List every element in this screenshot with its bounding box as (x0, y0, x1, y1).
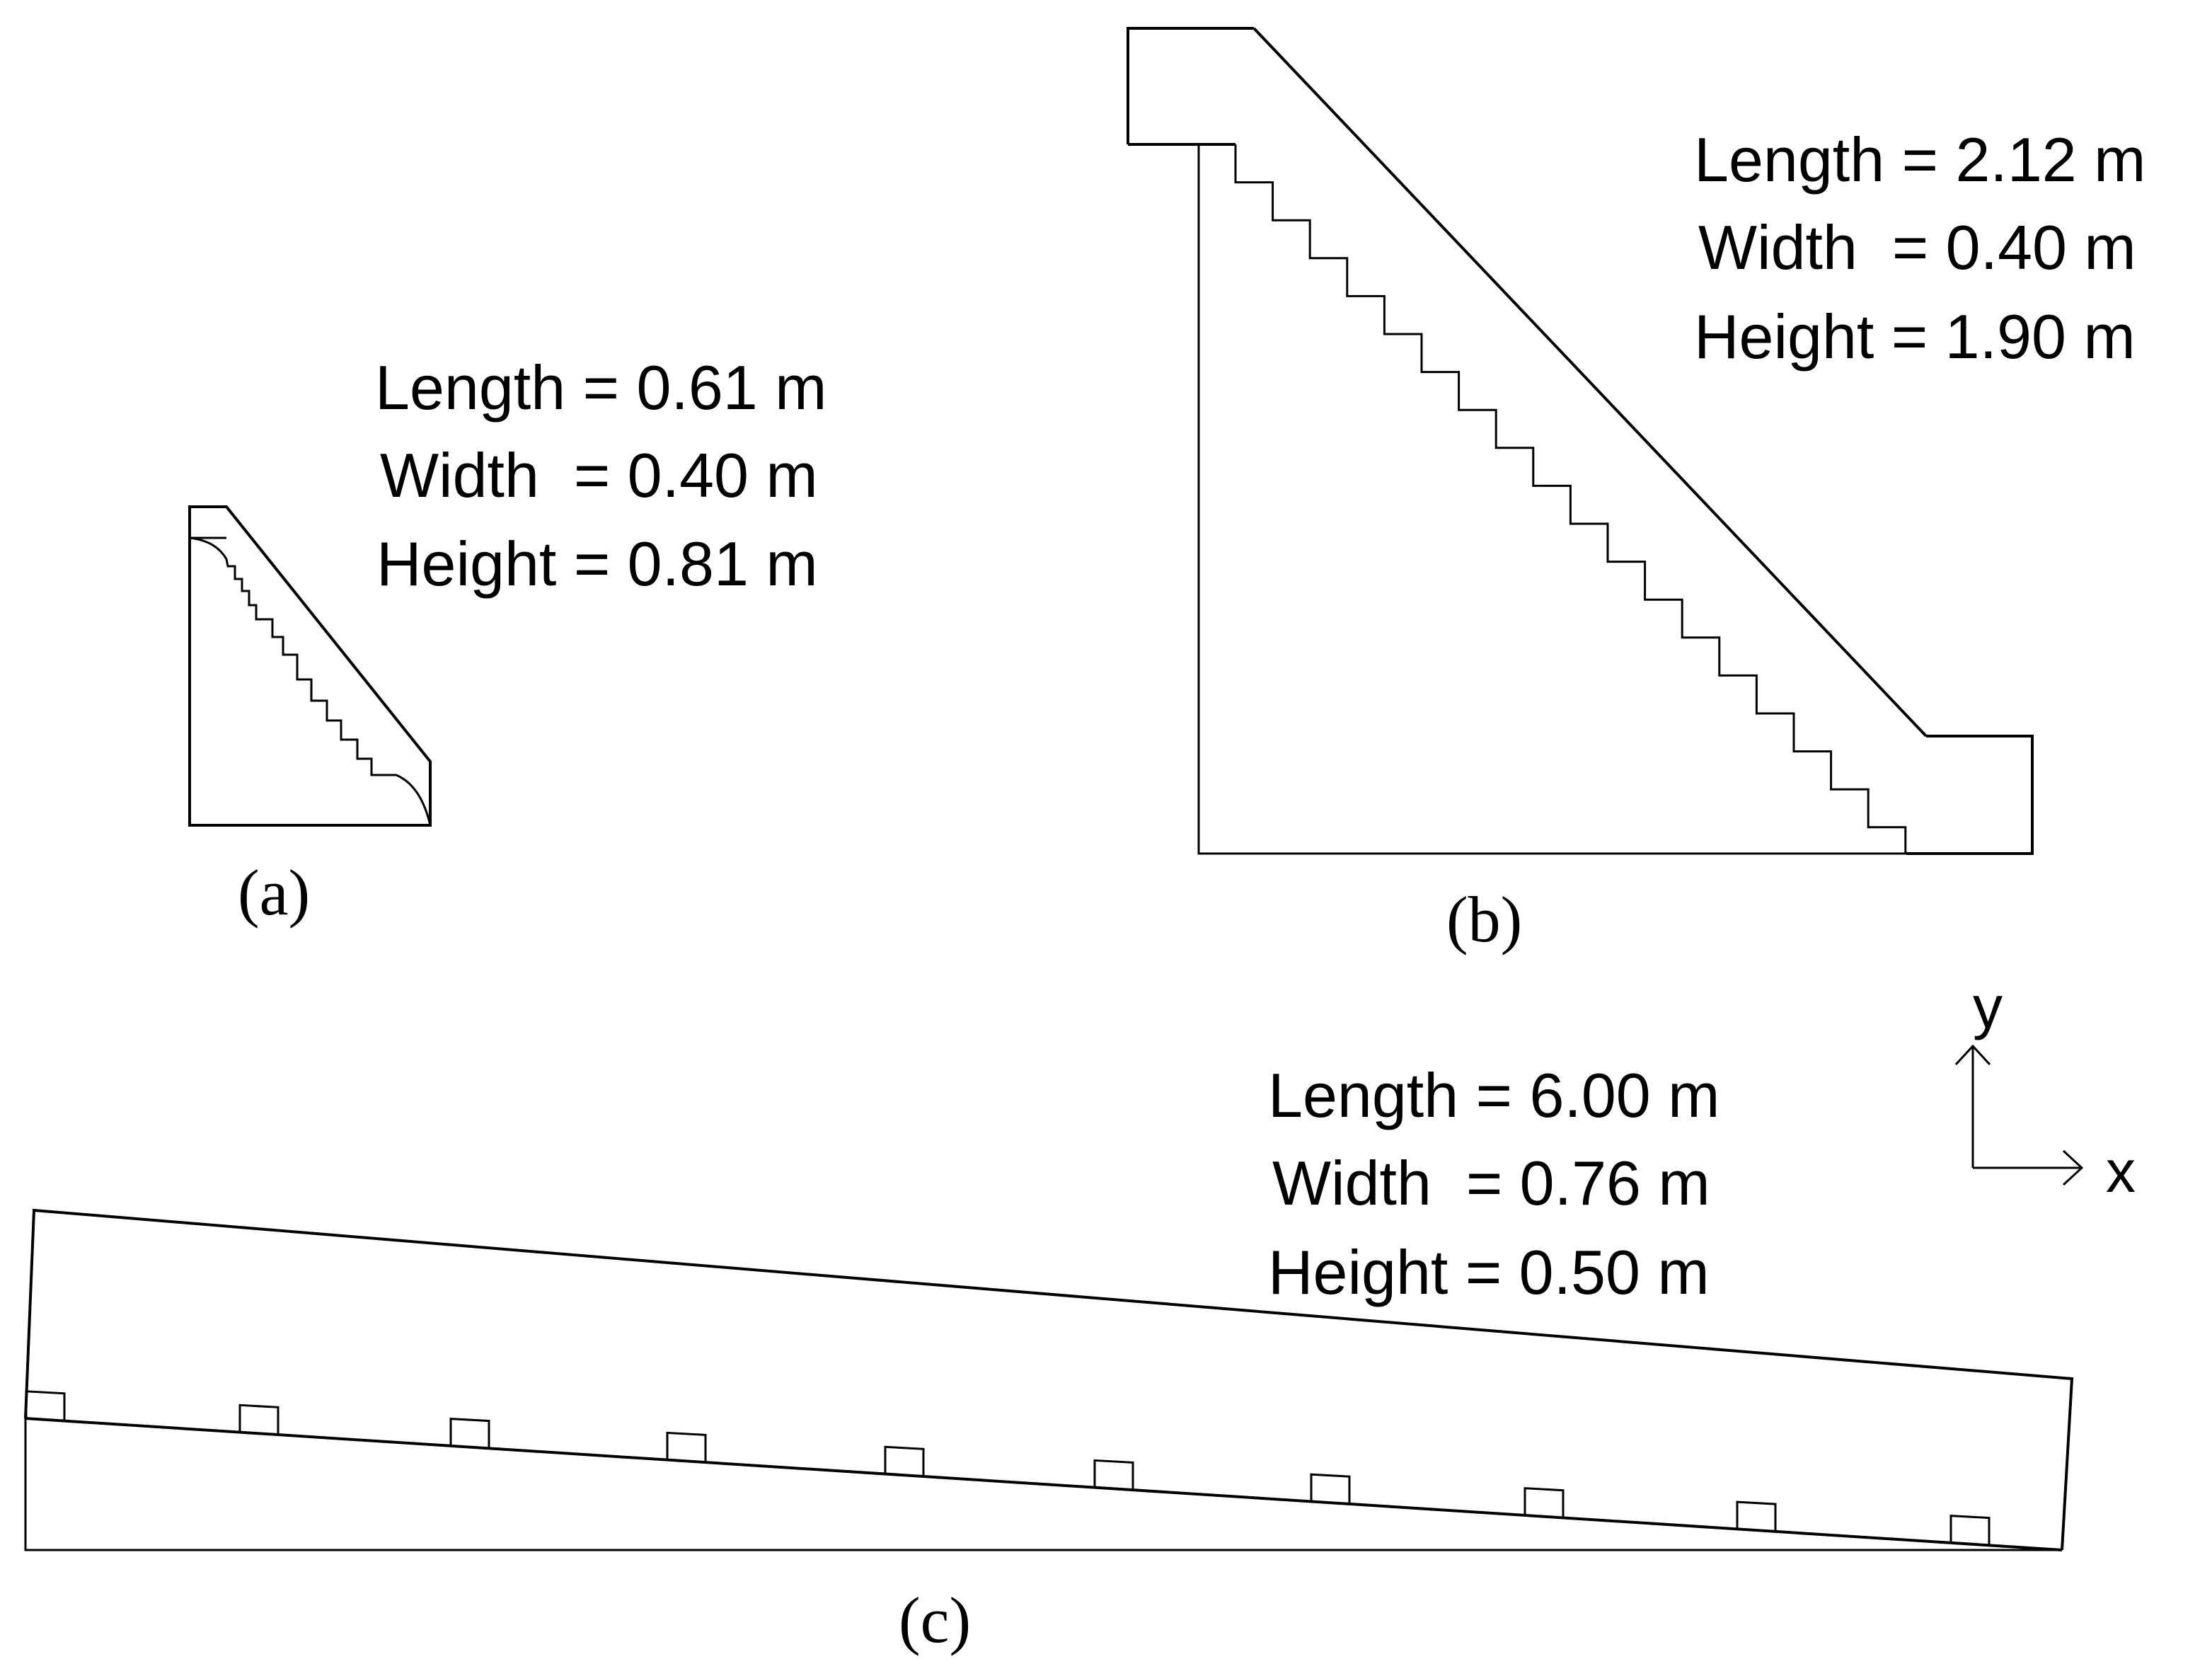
panel-b-head-block (1127, 27, 1254, 144)
panel-b-chute-slope (1252, 27, 1928, 737)
panel-c-height-label: Height = 0.50 m (1268, 1237, 1710, 1307)
coordinate-axes: y x (1954, 974, 2136, 1205)
roughness-block (1736, 1500, 1777, 1532)
panel-c-length-label: Length = 6.00 m (1268, 1060, 1720, 1130)
panel-b-width-label: Width = 0.40 m (1698, 212, 2136, 282)
panel-a-height-label: Height = 0.81 m (376, 529, 818, 599)
panel-a: Length = 0.61 m Width = 0.40 m Height = … (188, 352, 826, 929)
roughness-block (238, 1404, 280, 1435)
roughness-block (1523, 1487, 1565, 1518)
panel-a-width-label: Width = 0.40 m (380, 440, 818, 510)
panel-a-length-label: Length = 0.61 m (375, 352, 826, 423)
panel-c-channel-outline (24, 1208, 2074, 1551)
roughness-block (666, 1431, 707, 1463)
panel-c-base (24, 1418, 2062, 1551)
panel-c-roughness-blocks (25, 1390, 1991, 1546)
panel-b-tail-block (1906, 735, 2034, 855)
y-axis-arrowhead (1954, 1044, 1991, 1066)
panel-a-step-profile (189, 536, 432, 826)
roughness-block (1093, 1459, 1134, 1491)
roughness-block (1310, 1473, 1351, 1504)
y-axis-label: y (1973, 974, 2003, 1040)
panel-a-caption: (a) (238, 856, 310, 929)
roughness-block (25, 1390, 66, 1421)
panel-b-caption: (b) (1446, 883, 1522, 955)
roughness-block (884, 1445, 925, 1476)
panel-c: Length = 6.00 m Width = 0.76 m Height = … (24, 1060, 2074, 1656)
panel-a-outline (188, 505, 432, 827)
panel-b-height-label: Height = 1.90 m (1694, 302, 2136, 372)
x-axis-label: x (2106, 1138, 2136, 1205)
roughness-block (449, 1418, 490, 1449)
panel-b: Length = 2.12 m Width = 0.40 m Height = … (1127, 27, 2145, 955)
panel-b-base (1197, 144, 1906, 855)
panel-b-step-profile (1234, 144, 1907, 854)
panel-c-caption: (c) (899, 1584, 971, 1656)
panel-c-width-label: Width = 0.76 m (1272, 1148, 1710, 1218)
panel-b-length-label: Length = 2.12 m (1694, 125, 2145, 195)
roughness-block (1949, 1515, 1991, 1546)
x-axis-arrowhead (2062, 1149, 2084, 1186)
panel-c-sloped-bed (25, 1417, 2063, 1551)
